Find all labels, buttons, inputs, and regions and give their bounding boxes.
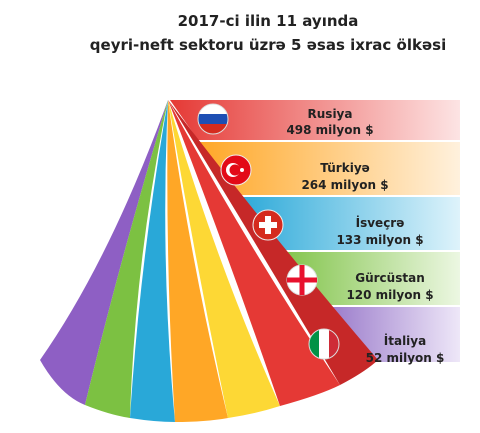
flag-georgia — [286, 264, 318, 296]
title-line: qeyri-neft sektoru üzrə 5 əsas ixrac ölk… — [90, 36, 446, 54]
band — [198, 142, 460, 195]
flags — [197, 103, 340, 360]
ribbon — [85, 100, 168, 418]
export-value: 120 milyon $ — [346, 288, 433, 302]
export-value: 498 milyon $ — [286, 123, 373, 137]
country-name: Gürcüstan — [355, 271, 425, 285]
country-name: İsveçrə — [356, 215, 405, 230]
ribbon — [130, 100, 175, 422]
country-name: Rusiya — [308, 107, 353, 121]
export-value: 264 milyon $ — [301, 178, 388, 192]
ribbon — [40, 100, 168, 405]
flag-switzerland — [252, 209, 284, 241]
export-value: 52 milyon $ — [366, 351, 445, 365]
flag-russia — [197, 103, 229, 135]
title-line: 2017-ci ilin 11 ayında — [178, 12, 359, 30]
flag-turkey — [220, 154, 252, 186]
export-value: 133 milyon $ — [336, 233, 423, 247]
ribbon — [168, 100, 378, 385]
ribbon — [168, 100, 280, 418]
band — [235, 197, 460, 250]
flag-italy — [308, 328, 340, 360]
country-name: Türkiyə — [320, 161, 370, 175]
country-name: İtaliya — [384, 333, 426, 348]
labels: Rusiya 498 milyon $ Türkiyə 264 milyon $… — [286, 107, 444, 365]
ribbon — [167, 100, 228, 422]
cone — [40, 100, 378, 422]
ribbon — [168, 100, 340, 406]
band — [170, 100, 460, 140]
